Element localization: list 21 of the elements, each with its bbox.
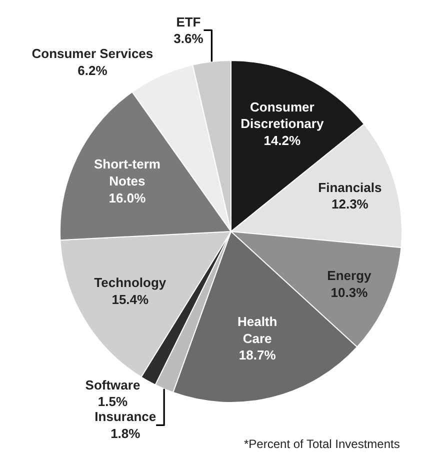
data-label: 15.4% <box>112 292 150 307</box>
data-label: 14.2% <box>264 133 302 148</box>
data-label: 18.7% <box>238 348 276 363</box>
slice-label: Consumer Discretionary <box>240 99 324 132</box>
slice-label: Energy <box>327 268 372 284</box>
data-label: 16.0% <box>108 190 146 206</box>
slice-label: Financials <box>318 180 382 195</box>
slice-label: ETF <box>176 14 201 30</box>
slice-label: Software <box>85 377 140 392</box>
slice-label: Short-term Notes <box>94 156 160 189</box>
text: *Percent of Total Investments <box>244 437 400 451</box>
slice-label: Insurance <box>94 409 156 424</box>
data-label: 1.8% <box>110 426 141 442</box>
data-label: 10.3% <box>330 285 368 300</box>
slice-label: Technology <box>94 274 167 290</box>
data-label: 12.3% <box>331 196 369 212</box>
data-label: 6.2% <box>78 63 108 78</box>
slice-label: Consumer Services <box>32 46 154 62</box>
slice-label: Health Care <box>237 314 278 346</box>
data-label: 1.5% <box>98 394 128 410</box>
data-label: 3.6% <box>174 31 204 46</box>
